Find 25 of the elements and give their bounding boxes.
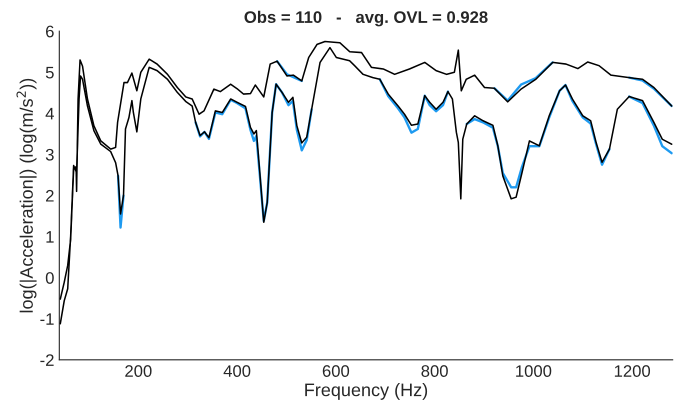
y-tick-label: 4 [46, 108, 54, 120]
y-tick-label: -2 [40, 354, 54, 366]
x-tick-label: 600 [322, 365, 350, 377]
line-series [628, 76, 673, 108]
y-tick-label: 6 [46, 26, 54, 38]
x-axis-title: Frequency (Hz) [305, 383, 428, 400]
line-series [628, 95, 673, 154]
line-series [378, 78, 450, 134]
line-series [194, 83, 313, 222]
y-tick-label: 3 [46, 148, 54, 161]
line-series [276, 60, 303, 82]
y-axis-title: log(|Acceleration|) (log(m/s$^{2}$)) [16, 78, 37, 312]
x-tick-label: 200 [125, 365, 152, 377]
line-series [466, 84, 611, 188]
y-tick-label: 0 [46, 272, 54, 284]
x-tick-label: 1000 [516, 365, 552, 377]
line-series [493, 61, 554, 102]
x-tick-label: 800 [421, 365, 448, 377]
x-tick-label: 1200 [614, 365, 650, 377]
x-tick-label: 400 [224, 365, 250, 377]
y-tick-label: 5 [46, 66, 54, 78]
y-tick-label: 2 [46, 190, 54, 202]
y-tick-label: 1 [46, 231, 54, 243]
chart-title: Obs = 110 - avg. OVL = 0.928 [244, 10, 488, 26]
y-tick-label: -1 [40, 313, 54, 325]
